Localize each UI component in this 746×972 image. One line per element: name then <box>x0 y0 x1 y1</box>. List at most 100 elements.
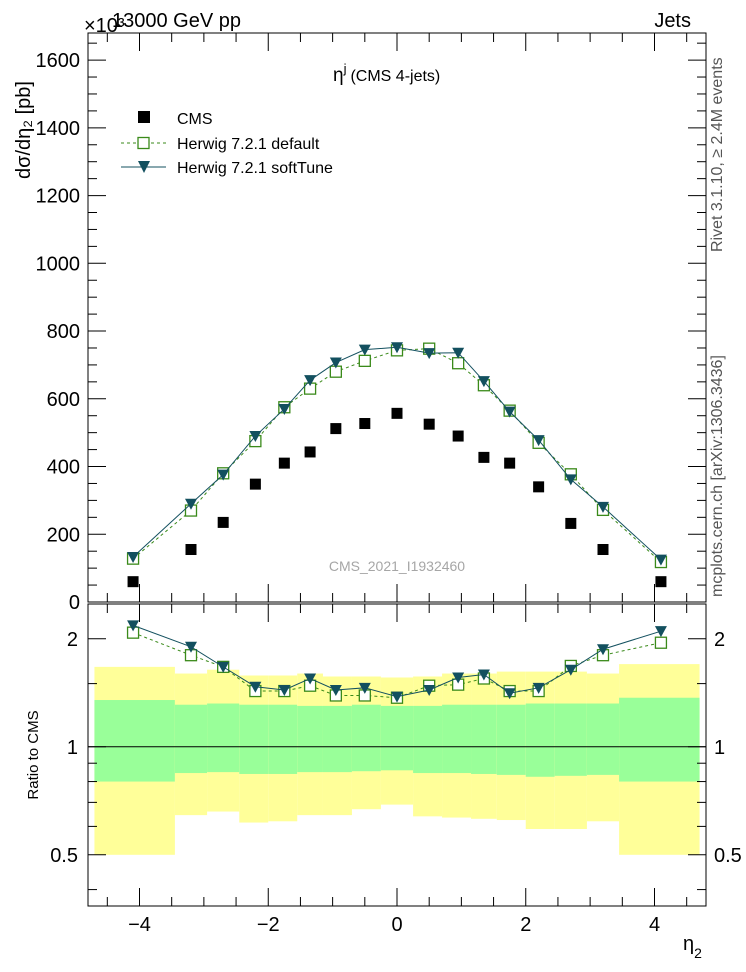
ratio-uncertainty-bands <box>94 664 700 855</box>
cms-point <box>217 516 229 528</box>
ratio-herwig-softtune-point <box>278 684 291 696</box>
main-axis-ticks <box>88 33 706 603</box>
ratio-inner-band <box>442 704 472 774</box>
legend-soft-label: Herwig 7.2.1 softTune <box>177 160 333 177</box>
ratio-series <box>126 620 668 704</box>
cms-point <box>597 544 609 556</box>
herwig-softtune-point <box>329 357 342 369</box>
header-exponent: ×10³ <box>84 15 125 37</box>
cms-point <box>655 576 667 588</box>
cms-point <box>249 478 261 490</box>
ratio-x-tick-label: −2 <box>257 914 280 936</box>
header-process: Jets <box>654 10 691 32</box>
cms-point <box>330 423 342 435</box>
herwig-softtune-point <box>532 435 545 447</box>
ratio-y-tick-label-right: 1 <box>714 737 725 759</box>
ratio-inner-band <box>207 703 240 773</box>
main-series-line-2 <box>132 346 662 561</box>
main-series <box>126 342 668 588</box>
legend-cms-label: CMS <box>177 111 213 128</box>
ratio-inner-band <box>268 704 298 774</box>
ratio-inner-band <box>322 705 352 773</box>
herwig-softtune-point <box>564 474 577 486</box>
cms-point <box>185 544 197 556</box>
plot-title-text: (CMS 4-jets) <box>350 68 440 85</box>
cms-point <box>533 481 545 493</box>
ratio-x-tick-label: −4 <box>128 914 151 936</box>
legend-soft-marker <box>138 161 150 173</box>
cms-point <box>565 517 577 529</box>
ratio-x-tick-label: 4 <box>649 914 660 936</box>
rivet-label: Rivet 3.1.10, ≥ 2.4M events <box>709 57 726 252</box>
main-y-tick-labels: 0 200 400 600 800 1000 1200 1400 1600 <box>36 50 81 614</box>
ratio-herwig-softtune-point <box>217 661 230 673</box>
ratio-x-tick-label: 2 <box>520 914 531 936</box>
ratio-x-tick-label: 0 <box>391 914 402 936</box>
ratio-herwig-softtune-point <box>654 626 667 638</box>
main-panel: 0 200 400 600 800 1000 1200 1400 1600 dσ/dη₂ [pb… <box>13 32 707 614</box>
ratio-inner-band <box>471 704 497 774</box>
mcplots-label: mcplots.cern.ch [arXiv:1306.3436] <box>709 355 726 597</box>
ratio-y-tick-label-right: 0.5 <box>714 845 742 867</box>
ratio-herwig-softtune-point <box>249 681 262 693</box>
main-y-tick-label: 0 <box>69 592 80 614</box>
ratio-herwig-softtune-point <box>532 682 545 694</box>
legend: CMS Herwig 7.2.1 default Herwig 7.2.1 so… <box>121 111 333 177</box>
herwig-softtune-point <box>304 375 317 387</box>
legend-default-label: Herwig 7.2.1 default <box>177 136 320 153</box>
main-y-tick-label: 1000 <box>36 253 81 275</box>
herwig-softtune-point <box>127 551 140 563</box>
ratio-herwig-softtune-point <box>477 669 490 681</box>
herwig-softtune-point <box>358 344 371 356</box>
main-y-axis-label: dσ/dη₂ [pb] <box>13 81 35 179</box>
ratio-tick-labels: 0.5 0.5 1 1 2 2 −4 −2 0 2 4 <box>50 629 742 936</box>
ratio-y-tick-label: 0.5 <box>50 845 78 867</box>
herwig-default-point <box>452 357 465 370</box>
ratio-herwig-softtune-point <box>423 684 436 696</box>
cms-point <box>391 407 403 419</box>
main-y-tick-label: 1400 <box>36 118 81 140</box>
ratio-inner-band <box>297 705 323 773</box>
herwig-softtune-point <box>278 403 291 415</box>
main-y-tick-label: 800 <box>47 321 80 343</box>
x-axis-label-subscript: 2 <box>694 945 702 961</box>
ratio-herwig-softtune-point <box>329 684 342 696</box>
main-frame <box>87 32 707 603</box>
analysis-watermark: CMS_2021_I1932460 <box>329 558 465 574</box>
legend-default-marker <box>137 136 150 150</box>
ratio-axis-ticks <box>88 604 706 906</box>
ratio-herwig-softtune-point <box>185 641 197 653</box>
ratio-y-tick-label: 2 <box>67 629 78 651</box>
legend-cms-marker <box>138 111 150 123</box>
herwig-softtune-point <box>423 348 436 360</box>
ratio-inner-band <box>554 703 587 776</box>
herwig-softtune-point <box>185 498 197 510</box>
ratio-y-axis-label: Ratio to CMS <box>25 710 42 799</box>
herwig-softtune-point <box>452 347 465 359</box>
ratio-herwig-softtune-point <box>503 688 516 700</box>
ratio-herwig-softtune-point <box>304 673 317 685</box>
ratio-inner-band <box>174 704 208 774</box>
cms-point <box>452 430 464 442</box>
cms-point <box>278 457 290 469</box>
ratio-herwig-softtune-point <box>597 644 609 656</box>
ratio-inner-band <box>413 705 443 774</box>
main-series-line-1 <box>132 348 662 563</box>
herwig-softtune-point <box>654 554 667 566</box>
x-axis-label-symbol: η <box>683 933 694 955</box>
plot-title-superscript: j <box>343 61 347 76</box>
cms-point <box>127 576 139 588</box>
ratio-herwig-softtune-point <box>564 664 577 676</box>
ratio-herwig-softtune-point <box>452 672 465 684</box>
ratio-inner-band <box>525 703 555 777</box>
herwig-softtune-point <box>477 376 490 388</box>
ratio-frame <box>87 603 707 907</box>
herwig-softtune-point <box>391 342 403 354</box>
ratio-inner-band <box>619 697 700 782</box>
cms-point <box>504 457 516 469</box>
ratio-inner-band <box>239 704 269 774</box>
herwig-softtune-point <box>217 469 230 481</box>
header-energy: 13000 GeV pp <box>112 10 241 32</box>
ratio-herwig-softtune-point <box>358 682 371 694</box>
